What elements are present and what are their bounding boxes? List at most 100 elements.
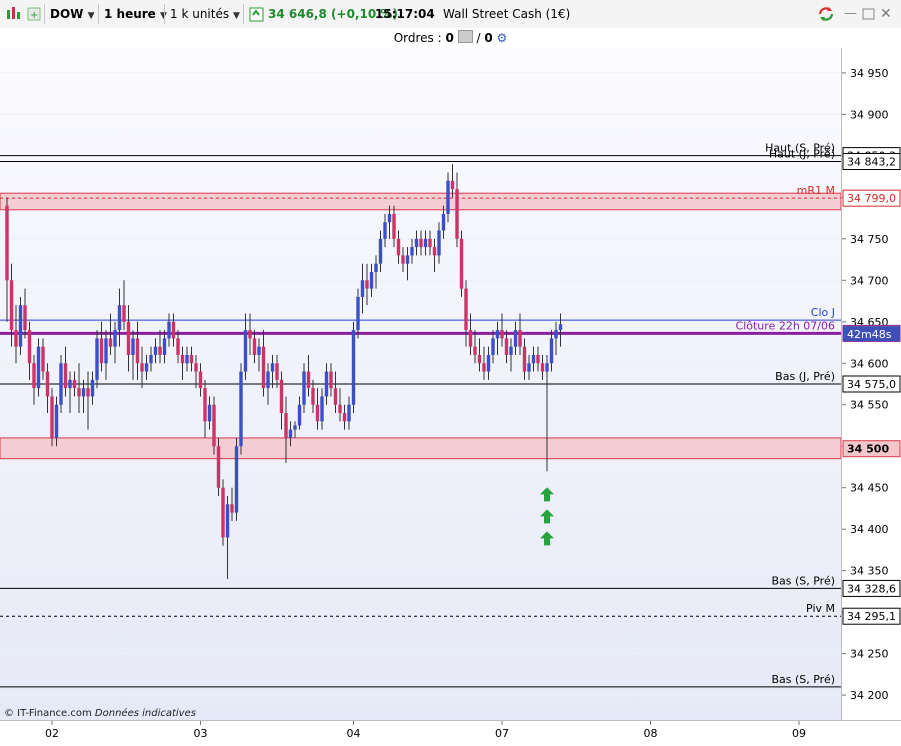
close-icon[interactable]: ✕ — [880, 6, 892, 22]
timeframe-selector[interactable]: 1 heure ▼ — [104, 4, 167, 24]
candle-bear — [9, 280, 14, 331]
candle-bear — [158, 346, 162, 355]
level-label: Bas (S, Pré) — [771, 574, 835, 587]
credit-brand: © IT-Finance.com — [4, 708, 92, 719]
maximize-icon[interactable] — [862, 4, 876, 24]
quote-time: 15:17:04 — [375, 7, 435, 21]
instrument-name: Wall Street Cash (1€) — [443, 7, 571, 21]
candle-bull — [491, 338, 495, 355]
date-axis[interactable]: 02 03 04 07 08 09 — [0, 720, 901, 743]
chevron-down-icon: ▼ — [232, 11, 240, 21]
candle-bull — [302, 371, 306, 405]
candle-bear — [108, 338, 113, 347]
candle-bear — [500, 330, 504, 339]
candle-bear — [86, 388, 90, 397]
favorite-icon[interactable]: + — [26, 4, 42, 24]
candle-bull — [347, 404, 351, 422]
chart-plot-area[interactable]: Haut (S, Pré) Haut (J, Pré) mR1 M Clo J Clôt… — [0, 48, 841, 720]
candle-bull — [257, 346, 261, 355]
price-quote: 34 646,8 (+0,10 %) — [268, 4, 398, 24]
candle-bear — [450, 180, 455, 190]
axis-tick-label: 34 400 — [850, 523, 889, 536]
candle-bear — [536, 354, 540, 364]
orders-label: Ordres : — [393, 31, 442, 45]
level-label: Piv M — [806, 602, 835, 615]
candle-bull — [243, 330, 248, 372]
axis-level-badge — [842, 152, 901, 170]
date-axis-svg: 02 03 04 07 08 09 — [45, 721, 806, 740]
candle-bear — [252, 338, 257, 355]
candle-bull — [527, 363, 531, 372]
symbol-selector[interactable]: DOW ▼ — [50, 4, 95, 24]
chart-menu-icon[interactable] — [4, 4, 22, 24]
orders-bar: Ordres : 0 / 0 ⚙ — [0, 28, 901, 48]
candle-bull — [414, 238, 419, 248]
candle-bear — [261, 346, 266, 389]
quantity-selector[interactable]: 1 k unités ▼ — [170, 4, 240, 24]
candle-bear — [27, 330, 32, 364]
buy-arrow-icon — [540, 509, 554, 524]
candle-bear — [329, 371, 333, 389]
axis-level-value: 34 295,1 — [847, 610, 896, 623]
candle-bear — [315, 404, 320, 422]
quantity-label: 1 k unités — [170, 7, 230, 21]
candle-bull — [266, 371, 270, 389]
candle-bear — [504, 338, 509, 355]
candle-bear — [14, 330, 18, 347]
candle-bear — [428, 238, 432, 248]
level-label: Haut (S, Pré) — [765, 142, 835, 155]
candle-bear — [306, 371, 311, 389]
candle-bear — [477, 354, 482, 364]
axis-level-badge — [842, 579, 901, 597]
candle-bull — [486, 354, 491, 372]
minimize-icon[interactable]: — — [844, 6, 857, 21]
candle-bull — [423, 238, 428, 248]
axis-level-badge — [842, 189, 901, 207]
candle-bull — [374, 263, 378, 272]
candle-bear — [63, 363, 68, 389]
candle-bear — [41, 346, 45, 372]
candle-bear — [23, 305, 27, 331]
date-tick-label: 04 — [347, 727, 361, 740]
candle-bull — [81, 388, 86, 397]
zone-badge — [842, 440, 901, 458]
candle-bear — [311, 388, 315, 405]
candle-bear — [5, 205, 9, 281]
candle-bear — [221, 487, 225, 538]
candle-bull — [410, 247, 414, 256]
candle-bear — [203, 388, 207, 422]
credit-note: © IT-Finance.com Données indicatives — [4, 708, 196, 719]
candle-bull — [54, 404, 59, 438]
candle-bear — [248, 330, 252, 339]
price-change: (+0,10 %) — [331, 7, 398, 21]
candle-bull — [288, 429, 293, 438]
orders-icon[interactable] — [457, 30, 473, 43]
settings-gear-icon[interactable]: ⚙ — [496, 31, 508, 45]
candle-bull — [356, 296, 360, 331]
candle-bear — [122, 305, 126, 322]
candle-bull — [117, 305, 122, 331]
candle-bear — [77, 388, 81, 397]
axis-tick-label: 34 350 — [850, 565, 889, 578]
credit-disclaimer: Données indicatives — [94, 708, 196, 719]
axis-tick-label: 34 550 — [850, 399, 889, 412]
candle-bull — [185, 354, 189, 364]
candle-bear — [171, 321, 176, 339]
axis-level-badge — [842, 607, 901, 625]
axis-tick-label: 34 950 — [850, 67, 889, 80]
candle-bear — [459, 238, 464, 289]
candle-bull — [113, 330, 117, 347]
candle-bear — [275, 363, 279, 380]
timeframe-label: 1 heure — [104, 7, 156, 21]
candle-bear — [180, 354, 185, 364]
candle-bear — [468, 330, 473, 347]
price-zone — [0, 192, 841, 211]
candle-bull — [297, 404, 302, 426]
candle-bull — [369, 272, 374, 289]
refresh-icon[interactable] — [816, 4, 836, 24]
last-price: 34 646,8 — [268, 7, 327, 21]
candle-bear — [482, 363, 486, 372]
level-label: Clo J — [811, 306, 835, 319]
candle-bear — [176, 338, 180, 355]
